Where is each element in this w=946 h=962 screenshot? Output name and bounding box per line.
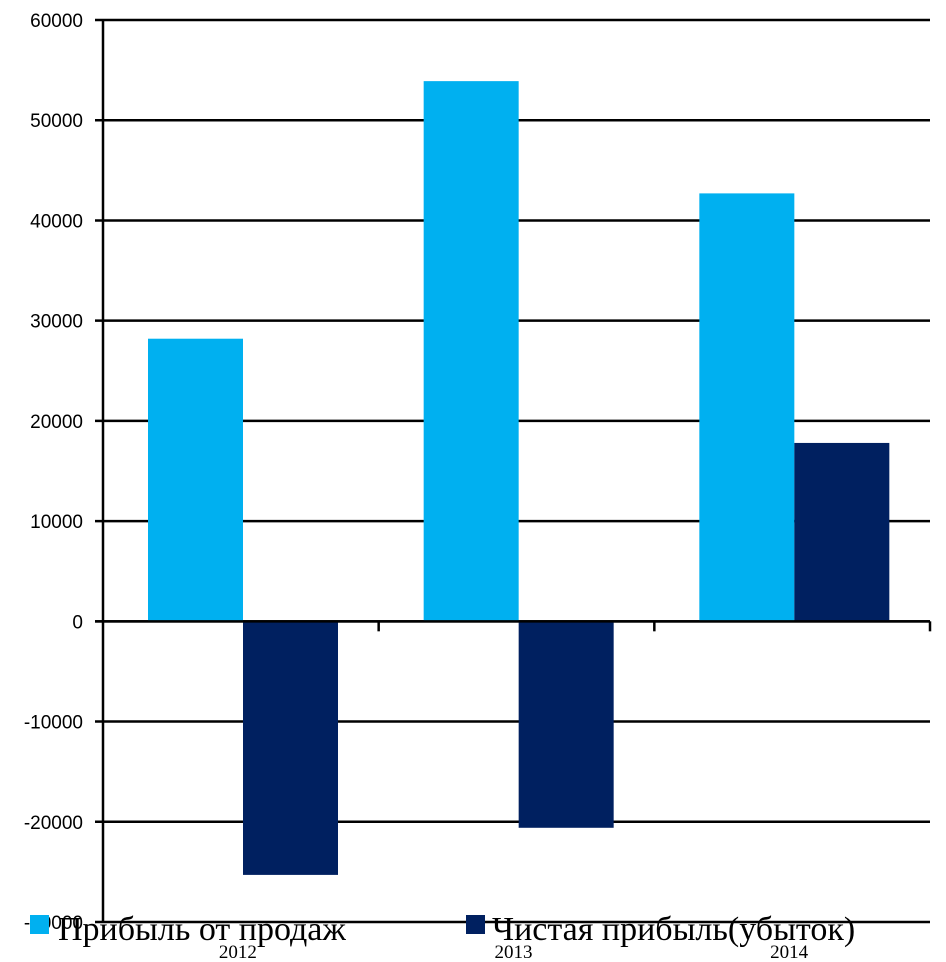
y-tick-labels: 60000 50000 40000 30000 20000 10000 0 -10000 -20… [24,11,83,934]
bars [148,81,890,875]
legend-swatch [466,915,485,934]
x-tick-labels: 2012 2013 2014 [219,942,809,962]
y-tick-label: 40000 [30,211,83,232]
bar-2012-series-2 [243,621,338,875]
legend: Прибыль от продаж Чистая прибыль(убыток) [30,911,855,948]
bar-2013-series-2 [518,621,614,828]
y-tick-label: 0 [72,612,83,633]
y-tick-label: 60000 [30,11,83,32]
legend-swatch [30,915,49,934]
legend-label: Прибыль от продаж [58,911,346,948]
axes [95,20,932,922]
legend-label: Чистая прибыль(убыток) [492,911,855,948]
bar-2014-series-1 [699,193,795,622]
y-tick-label: 10000 [30,512,83,533]
bar-2014-series-2 [794,442,890,622]
y-tick-label: -10000 [24,713,83,734]
x-tick-label: 2012 [219,942,257,962]
x-tick-label: 2013 [495,942,533,962]
y-tick-label: 50000 [30,111,83,132]
bar-2013-series-1 [423,81,519,622]
y-tick-label: 20000 [30,412,83,433]
x-tick-label: 2014 [770,942,809,962]
y-tick-label: -20000 [24,813,83,834]
bar-2012-series-1 [148,338,243,622]
y-tick-label: 30000 [30,312,83,333]
